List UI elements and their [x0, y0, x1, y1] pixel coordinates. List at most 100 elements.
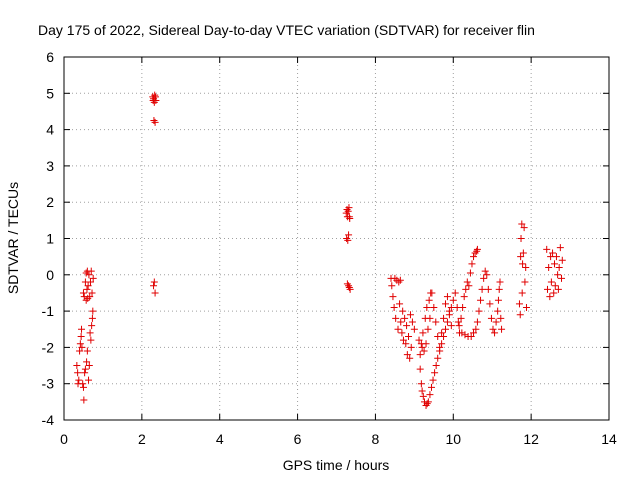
data-point: [478, 285, 486, 293]
data-point: [345, 282, 353, 290]
y-tick-label: -1: [42, 303, 55, 319]
data-point: [447, 322, 455, 330]
data-point: [494, 296, 502, 304]
data-point: [396, 276, 404, 284]
y-tick-label: -3: [42, 376, 55, 392]
data-point: [472, 325, 480, 333]
data-point: [415, 336, 423, 344]
data-point: [85, 376, 93, 384]
data-point: [408, 318, 416, 326]
data-point: [89, 274, 97, 282]
data-point: [458, 329, 466, 337]
data-point: [84, 294, 92, 302]
data-point: [515, 300, 523, 308]
data-point: [492, 318, 500, 326]
data-point: [405, 333, 413, 341]
data-point: [473, 318, 481, 326]
data-point: [487, 314, 495, 322]
data-point: [416, 365, 424, 373]
data-point: [545, 264, 553, 272]
data-point: [457, 314, 465, 322]
data-point: [432, 362, 440, 370]
data-point: [401, 314, 409, 322]
data-point: [83, 358, 91, 366]
data-point: [551, 282, 559, 290]
data-point: [87, 267, 95, 275]
data-point: [551, 260, 558, 268]
data-point: [463, 278, 471, 286]
y-tick-label: 3: [46, 158, 54, 174]
data-point: [78, 325, 86, 333]
data-point: [343, 280, 351, 288]
data-point: [346, 215, 354, 223]
data-point: [425, 296, 433, 304]
data-point: [430, 303, 438, 311]
data-point: [344, 236, 352, 244]
data-point: [483, 271, 491, 279]
data-point: [345, 204, 353, 212]
data-point: [484, 285, 492, 293]
data-point: [390, 303, 398, 311]
data-point: [392, 314, 400, 322]
data-point: [517, 235, 525, 242]
data-point: [554, 271, 562, 279]
data-point: [346, 285, 354, 293]
data-point: [522, 264, 530, 272]
x-tick-label: 2: [138, 431, 146, 447]
x-tick-label: 12: [523, 431, 539, 447]
data-point: [394, 325, 402, 333]
x-tick-labels: 0 2 4 6 8 10 12 14: [60, 431, 617, 447]
data-point: [418, 343, 426, 351]
data-point: [402, 340, 410, 348]
data-point: [77, 333, 85, 341]
data-point: [410, 325, 418, 333]
data-point: [480, 274, 488, 282]
data-point: [82, 296, 90, 304]
data-point: [454, 318, 462, 326]
data-point: [89, 307, 97, 315]
data-point: [462, 285, 470, 293]
data-point: [449, 296, 457, 304]
data-point: [86, 293, 94, 301]
data-point: [473, 245, 481, 253]
data-point: [550, 289, 558, 297]
data-point: [555, 264, 563, 272]
data-point: [431, 369, 439, 377]
data-point: [75, 376, 83, 384]
data-point: [459, 303, 467, 311]
data-point: [152, 97, 160, 105]
data-point: [467, 333, 475, 341]
data-point: [389, 293, 397, 301]
data-point: [396, 300, 404, 308]
data-point: [419, 329, 427, 337]
data-point: [443, 318, 451, 326]
data-point: [84, 282, 92, 290]
grid-lines: [64, 57, 609, 420]
data-point: [549, 249, 557, 257]
data-point: [438, 340, 446, 348]
data-point: [543, 285, 551, 293]
data-point: [406, 354, 414, 362]
data-point: [88, 314, 96, 322]
y-tick-label: 2: [46, 194, 54, 210]
data-point: [447, 303, 455, 311]
data-point: [88, 289, 96, 297]
data-point: [345, 231, 353, 239]
data-point: [497, 314, 505, 322]
data-point: [420, 347, 428, 355]
data-point: [150, 117, 158, 125]
data-point: [455, 322, 463, 330]
data-point: [517, 253, 525, 261]
axis-ticks: [63, 56, 610, 421]
data-point: [83, 347, 91, 355]
data-point: [344, 207, 352, 215]
y-axis-label: SDTVAR / TECUs: [5, 182, 21, 294]
data-point: [76, 347, 84, 355]
x-tick-label: 0: [60, 431, 68, 447]
data-point: [406, 311, 414, 319]
data-point: [429, 376, 437, 384]
data-point: [521, 278, 529, 286]
data-point: [85, 362, 93, 370]
data-point: [475, 307, 483, 315]
